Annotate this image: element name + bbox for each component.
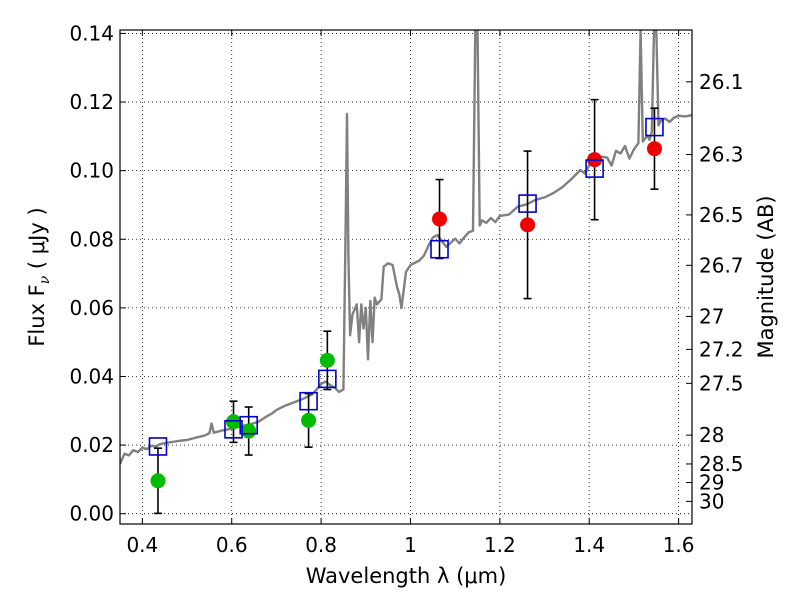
y-axis-label: Flux Fν ( μJy ) [25,207,53,346]
model-photometry-square [318,369,337,389]
measurement-point [646,141,662,157]
axis-ticks: 0.4 0.6 0.8 1 1.2 1.4 1.6 0.00 0.02 0.04 0.06 0.08 0… [69,21,743,557]
model-photometry-square [239,415,258,435]
y-tick-label: 0.04 [69,364,114,388]
measurement-point [150,473,166,489]
spectrum-line [120,30,692,465]
y2-tick-label: 27 [699,304,724,328]
y2-tick-label: 26.3 [699,143,744,167]
y-tick-label: 0.06 [69,296,114,320]
y2-tick-label: 29 [699,470,724,494]
y2-tick-label: 26.7 [699,253,744,277]
y-axis-label-main: Flux F [25,284,49,346]
y-tick-label: 0.10 [69,159,114,183]
measurement-layer [150,141,662,489]
model-photometry-layer [148,117,664,456]
x-tick-label: 1.2 [484,533,516,557]
x-tick-label: 1.4 [573,533,605,557]
measurement-point [319,352,335,368]
x-tick-label: 1 [404,533,417,557]
y2-axis-label: Magnitude (AB) [754,195,778,358]
y-tick-label: 0.02 [69,433,114,457]
y2-tick-label: 26.5 [699,203,744,227]
x-tick-label: 1.6 [663,533,695,557]
model-photometry-square [224,420,243,439]
model-photometry-square [430,239,449,259]
y2-tick-label: 27.5 [699,371,744,395]
measurement-point [432,211,448,227]
x-tick-label: 0.6 [216,533,248,557]
spectrum-layer [120,30,692,465]
y-tick-label: 0.08 [69,227,114,251]
y2-tick-label: 26.1 [699,70,744,94]
model-photometry-square [585,159,604,178]
y2-tick-label: 30 [699,489,724,513]
model-photometry-square [645,117,664,137]
measurement-point [241,423,257,439]
y-tick-label: 0.12 [69,90,114,114]
y-tick-label: 0.00 [69,502,114,526]
y2-tick-label: 28.5 [699,452,744,476]
measurement-point [301,412,317,428]
x-tick-label: 0.4 [126,533,158,557]
y-axis-label-symbol-sub: ν [37,275,53,284]
y-axis-label-unit: ( μJy ) [25,207,49,275]
grid [120,30,692,524]
x-axis-label: Wavelength λ (μm) [306,564,507,588]
y2-tick-label: 28 [699,423,724,447]
model-photometry-square [299,391,318,411]
plot-frame [119,29,693,525]
measurement-point [520,217,536,233]
y-tick-label: 0.14 [69,21,114,45]
y2-tick-label: 27.2 [699,337,744,361]
x-tick-label: 0.8 [305,533,337,557]
model-photometry-square [148,437,168,456]
measurement-point [226,414,242,430]
model-photometry-square [518,194,537,213]
